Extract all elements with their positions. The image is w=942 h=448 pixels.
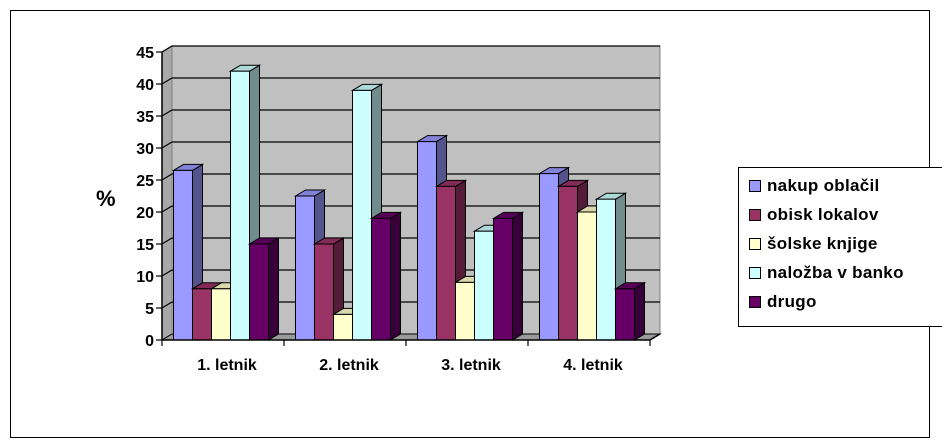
bar-front bbox=[371, 217, 391, 341]
legend: nakup oblačil obisk lokalov šolske knjige n… bbox=[738, 167, 942, 327]
bar-front bbox=[352, 89, 372, 341]
x-tick-labels: 1. letnik 2. letnik 3. letnik 4. letnik bbox=[197, 357, 623, 374]
bar-front bbox=[474, 230, 494, 341]
y-tick-label: 10 bbox=[136, 269, 154, 286]
side-wall bbox=[161, 45, 173, 341]
y-tick-label: 20 bbox=[136, 205, 154, 222]
bar-front bbox=[249, 243, 269, 341]
legend-swatch bbox=[749, 180, 761, 192]
bar-front bbox=[192, 288, 212, 341]
bar-front bbox=[417, 141, 437, 341]
gridline bbox=[161, 109, 660, 117]
legend-item: obisk lokalov bbox=[749, 205, 879, 225]
y-tick-label: 35 bbox=[136, 109, 154, 126]
bar-front bbox=[333, 313, 353, 341]
bar-front bbox=[173, 169, 193, 341]
gridline bbox=[161, 205, 660, 213]
bar-side bbox=[634, 281, 645, 341]
x-tick-label: 2. letnik bbox=[319, 357, 379, 374]
legend-swatch bbox=[749, 296, 761, 308]
bar bbox=[247, 237, 281, 341]
y-tick-label: 0 bbox=[145, 333, 154, 350]
y-tick-label: 25 bbox=[136, 173, 154, 190]
bar-front bbox=[558, 185, 578, 341]
legend-item: drugo bbox=[749, 292, 817, 312]
y-tick-label: 45 bbox=[136, 45, 154, 62]
bar-side bbox=[390, 211, 401, 341]
legend-item: naložba v banko bbox=[749, 263, 904, 283]
legend-label: naložba v banko bbox=[767, 263, 904, 282]
axes bbox=[156, 51, 661, 346]
bar-front bbox=[539, 173, 559, 341]
legend-label: šolske knjige bbox=[767, 234, 878, 253]
y-tick-label: 5 bbox=[145, 301, 154, 318]
bar-front bbox=[230, 70, 250, 341]
legend-item: nakup oblačil bbox=[749, 176, 880, 196]
x-tick-label: 3. letnik bbox=[441, 357, 501, 374]
legend-swatch bbox=[749, 267, 761, 279]
bar bbox=[369, 211, 403, 341]
x-tick-label: 1. letnik bbox=[197, 357, 257, 374]
bar bbox=[613, 281, 647, 341]
bar-side bbox=[268, 237, 279, 341]
legend-item: šolske knjige bbox=[749, 234, 878, 254]
gridline bbox=[161, 77, 660, 85]
bar-front bbox=[493, 217, 513, 341]
bars bbox=[171, 64, 647, 341]
legend-swatch bbox=[749, 238, 761, 250]
bar-front bbox=[596, 198, 616, 341]
bar-front bbox=[577, 211, 597, 341]
bar-front bbox=[211, 288, 231, 341]
legend-label: nakup oblačil bbox=[767, 176, 880, 195]
gridline bbox=[161, 141, 660, 149]
x-axis-end bbox=[649, 333, 661, 341]
bar-front bbox=[314, 243, 334, 341]
legend-label: drugo bbox=[767, 292, 817, 311]
bar-front bbox=[615, 288, 635, 341]
legend-swatch bbox=[749, 209, 761, 221]
x-tick-label: 4. letnik bbox=[563, 357, 623, 374]
y-tick-labels: 0 5 10 15 20 25 30 35 40 45 bbox=[136, 45, 154, 350]
bar bbox=[491, 211, 525, 341]
y-tick-label: 40 bbox=[136, 77, 154, 94]
y-tick-label: 30 bbox=[136, 141, 154, 158]
y-axis-label: % bbox=[96, 186, 116, 211]
bar-front bbox=[295, 195, 315, 341]
bar-side bbox=[512, 211, 523, 341]
gridline bbox=[161, 45, 660, 53]
bar-front bbox=[455, 281, 475, 341]
legend-label: obisk lokalov bbox=[767, 205, 879, 224]
y-tick-label: 15 bbox=[136, 237, 154, 254]
gridline bbox=[161, 173, 660, 181]
bar-front bbox=[436, 185, 456, 341]
